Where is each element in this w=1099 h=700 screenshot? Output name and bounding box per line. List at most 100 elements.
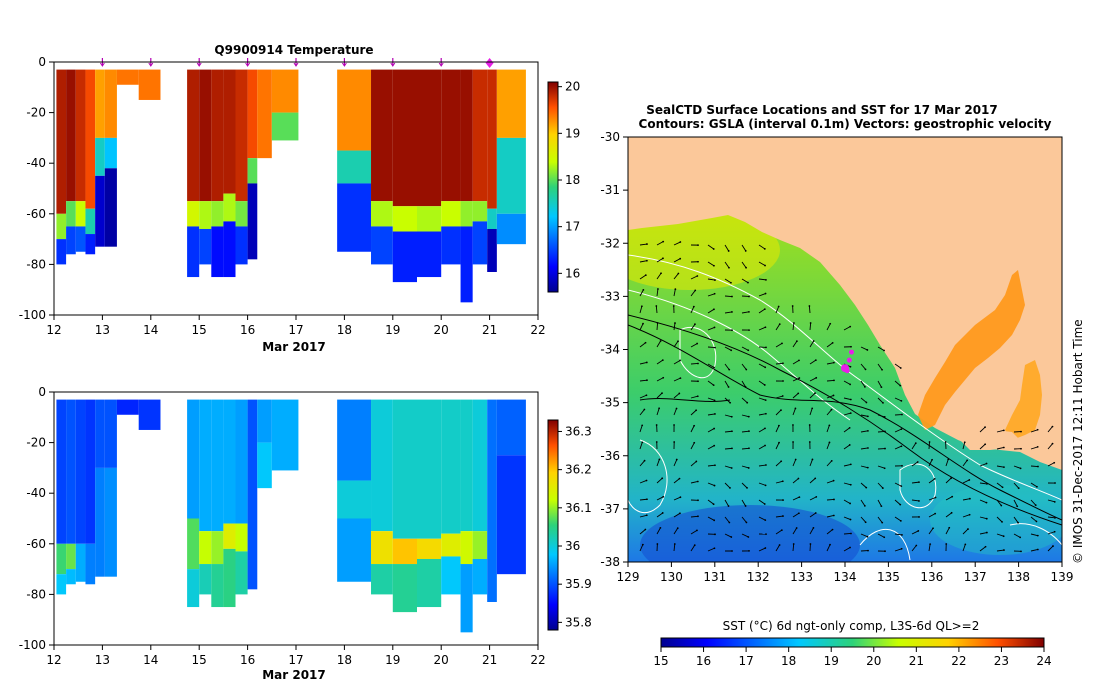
velocity-vector: [673, 478, 680, 484]
profile-cell: [138, 69, 161, 100]
profile-cell: [392, 206, 417, 232]
velocity-vector-head: [881, 368, 883, 371]
velocity-vector-head: [730, 536, 733, 538]
velocity-vector-head: [985, 517, 988, 520]
velocity-vector-head: [646, 379, 648, 382]
velocity-vector-head: [765, 464, 767, 466]
profile-cell: [223, 548, 236, 608]
velocity-vector: [860, 397, 867, 403]
velocity-vector: [724, 533, 732, 538]
profile-cell: [417, 538, 442, 559]
velocity-vector: [724, 261, 730, 269]
velocity-vector: [877, 499, 882, 507]
profile-cell: [417, 69, 442, 207]
velocity-vector-head: [833, 379, 835, 382]
velocity-vector: [945, 477, 952, 484]
profile-cell: [271, 399, 299, 471]
profile-cell: [199, 201, 212, 229]
velocity-vector-head: [644, 341, 647, 344]
profile-marker-arrow: [148, 62, 154, 67]
velocity-vector-head: [730, 415, 733, 418]
velocity-vector: [860, 465, 868, 469]
velocity-vector: [877, 482, 884, 489]
profile-cell: [487, 228, 497, 272]
profile-cell: [85, 234, 96, 255]
velocity-vector: [741, 244, 747, 252]
profile-cell: [235, 399, 248, 524]
x-tick-label: 13: [95, 653, 110, 667]
velocity-vector-head: [928, 441, 931, 443]
x-tick-label: 15: [192, 653, 207, 667]
profile-cell: [417, 558, 442, 608]
velocity-vector-head: [642, 288, 645, 291]
velocity-vector-head: [781, 342, 783, 345]
velocity-vector-head: [660, 272, 662, 275]
velocity-vector: [690, 515, 699, 518]
velocity-vector: [826, 529, 833, 535]
colorbar-tick-label: 17: [565, 220, 580, 234]
velocity-vector-head: [763, 384, 766, 386]
velocity-vector: [894, 380, 901, 386]
velocity-vector-head: [792, 322, 795, 324]
velocity-vector-head: [714, 346, 716, 349]
velocity-vector: [979, 443, 986, 450]
velocity-vector-head: [765, 278, 767, 281]
velocity-vector-head: [918, 500, 920, 502]
velocity-vector: [945, 512, 952, 518]
map-y-tick-label: -31: [600, 183, 620, 197]
velocity-vector-head: [748, 329, 750, 332]
velocity-vector: [792, 340, 798, 348]
y-tick-label: -20: [26, 436, 46, 450]
velocity-vector-head: [918, 516, 920, 518]
velocity-vector: [758, 363, 766, 368]
velocity-vector-head: [657, 288, 659, 290]
velocity-vector-head: [728, 368, 731, 371]
profile-cell: [199, 564, 212, 595]
colorbar-tick-label: 36.3: [565, 424, 592, 438]
velocity-vector-head: [849, 325, 852, 328]
velocity-vector-head: [933, 478, 936, 480]
velocity-vector-head: [658, 407, 661, 410]
velocity-vector-head: [644, 274, 647, 277]
velocity-vector-head: [674, 322, 676, 324]
velocity-vector-head: [641, 543, 644, 546]
profile-cell: [56, 399, 67, 544]
profile-cell: [235, 201, 248, 227]
velocity-vector: [826, 544, 831, 552]
velocity-vector: [707, 516, 715, 521]
velocity-vector: [673, 543, 676, 552]
velocity-vector-head: [697, 499, 699, 502]
velocity-vector-head: [729, 487, 731, 489]
velocity-vector-head: [900, 399, 903, 402]
velocity-vector: [741, 414, 749, 418]
velocity-vector-head: [729, 401, 732, 404]
velocity-vector: [979, 532, 987, 535]
velocity-vector-head: [849, 502, 851, 505]
profile-marker-arrow: [196, 62, 202, 67]
velocity-vector-head: [694, 323, 696, 326]
velocity-vector-head: [675, 407, 678, 410]
velocity-vector-head: [746, 401, 749, 404]
velocity-vector: [707, 308, 715, 314]
velocity-vector: [673, 527, 679, 535]
velocity-vector: [741, 482, 748, 489]
velocity-vector-head: [745, 521, 748, 524]
sst-colorbar-tick-label: 19: [824, 654, 839, 668]
velocity-vector-head: [713, 444, 716, 447]
velocity-vector-head: [713, 547, 716, 550]
profile-cell: [56, 239, 67, 265]
velocity-vector-head: [675, 458, 678, 461]
velocity-vector: [707, 547, 715, 552]
profile-cell: [392, 399, 417, 539]
sst-colorbar-tick-label: 22: [951, 654, 966, 668]
velocity-vector: [962, 479, 970, 484]
salinity-colorbar-ticks: 35.8 35.9 36 36.1 36.2 36.3: [558, 424, 592, 629]
profile-cell: [496, 213, 526, 245]
velocity-vector-head: [1001, 520, 1003, 523]
sst-colorbar-label: SST (°C) 6d ngt-only comp, L3S-6d QL>=2: [723, 619, 980, 633]
velocity-vector: [690, 395, 698, 399]
salinity-x-ticks: 12 13 14 15 16 17 18 19 20 21 22: [46, 645, 546, 667]
velocity-vector-head: [781, 395, 784, 397]
y-tick-label: -40: [26, 486, 46, 500]
velocity-vector-head: [745, 266, 747, 269]
